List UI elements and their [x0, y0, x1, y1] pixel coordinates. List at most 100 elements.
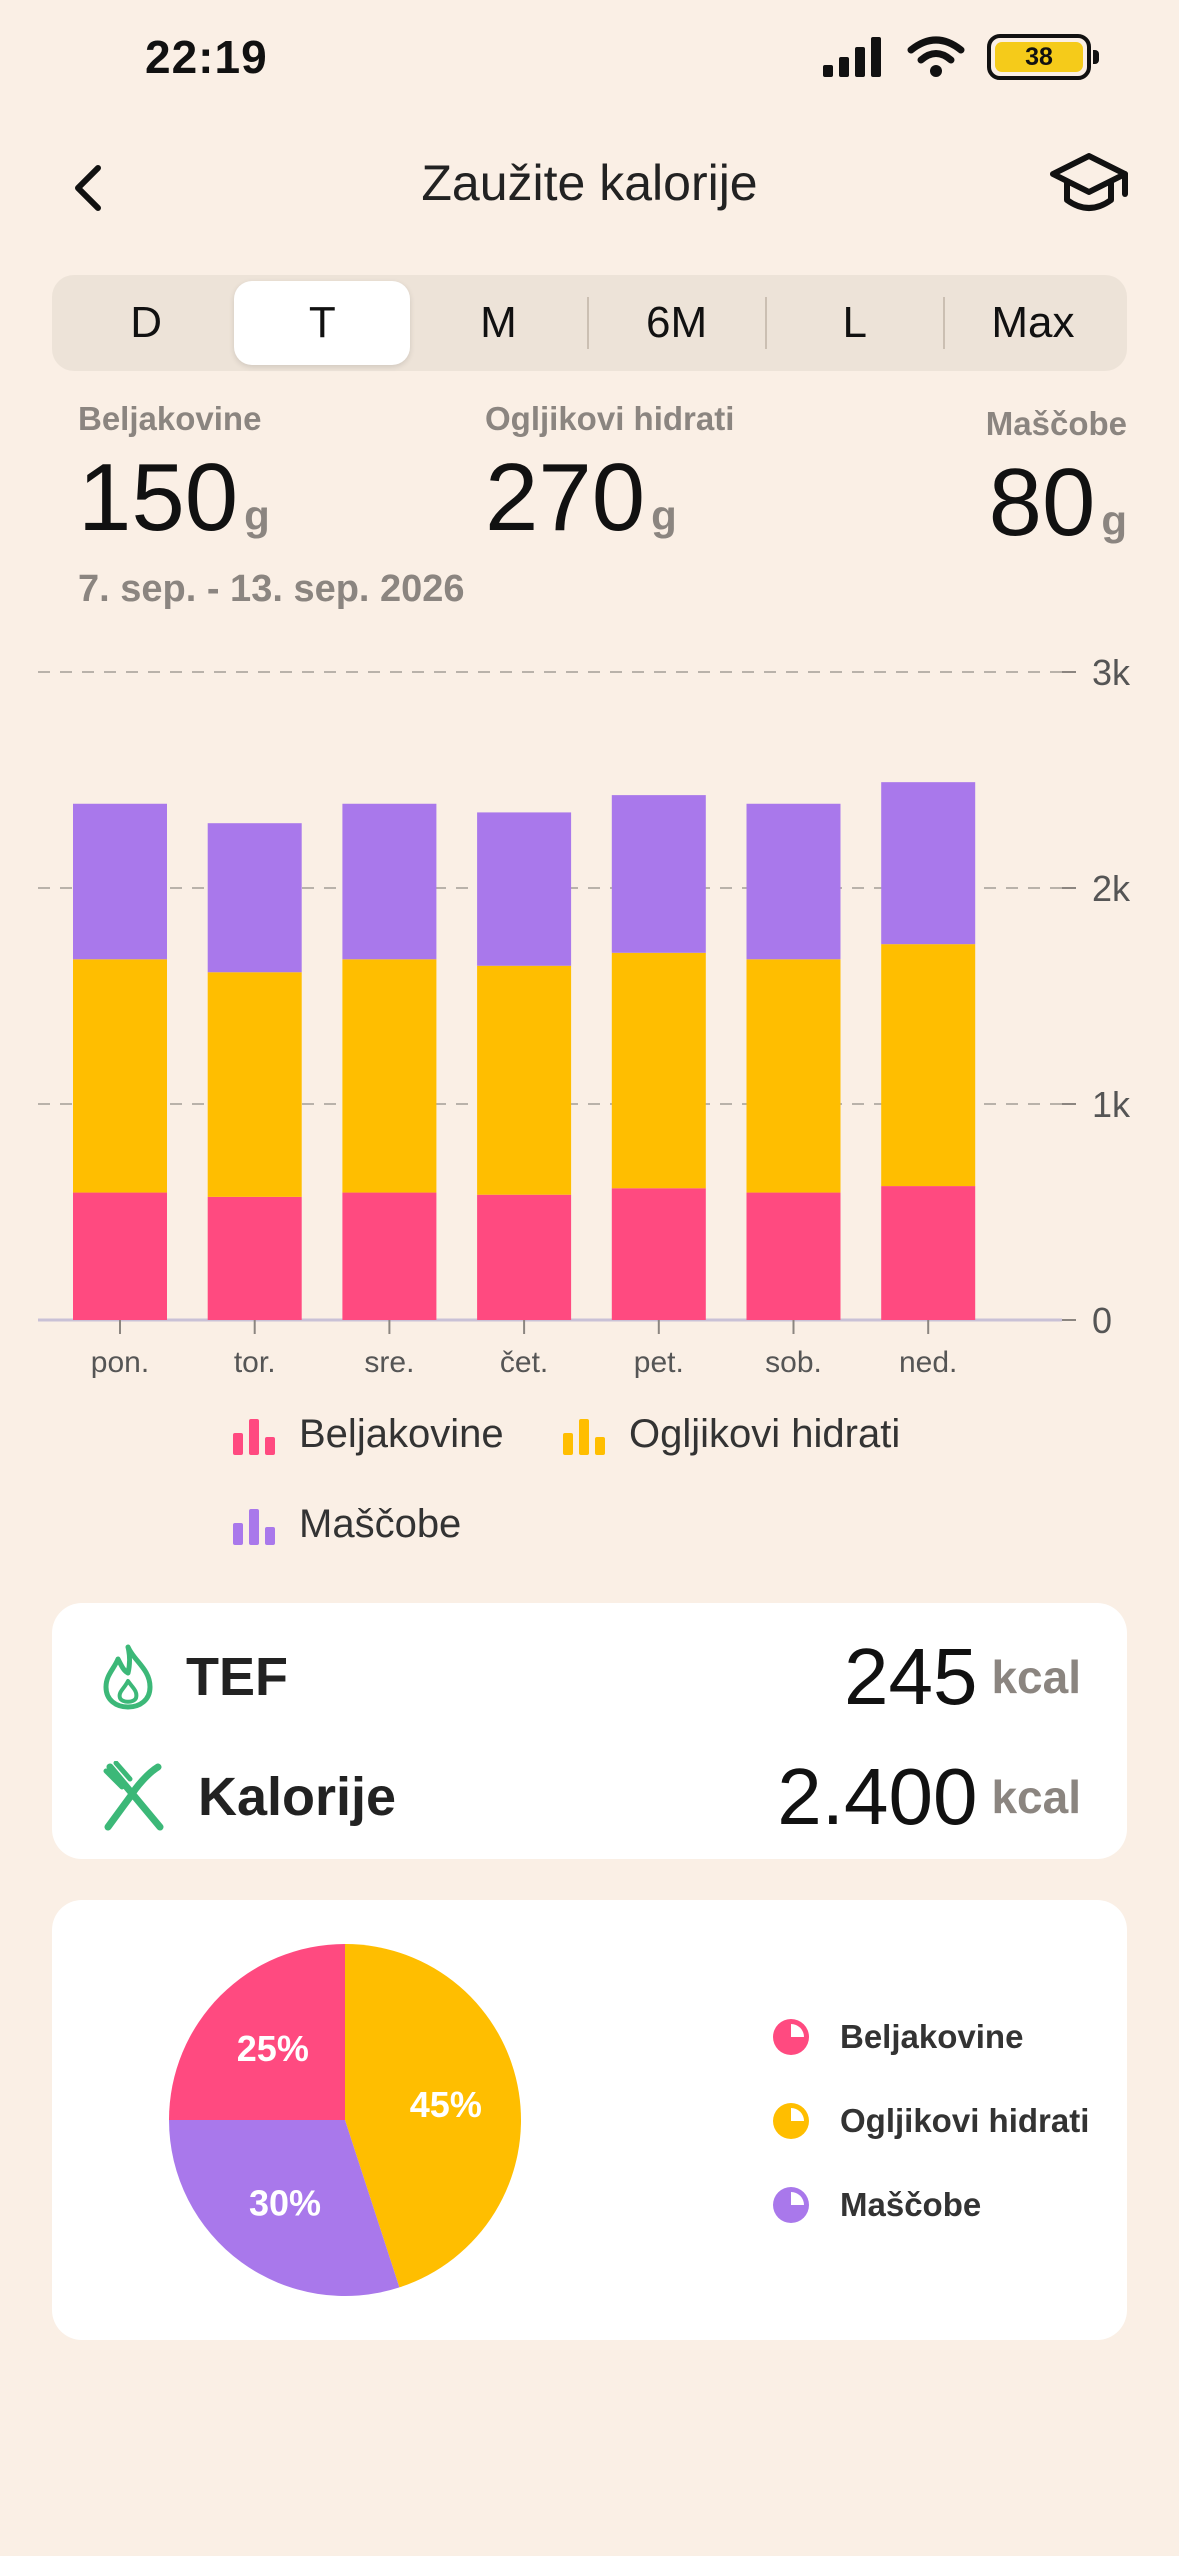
y-tick-label: 3k	[1092, 652, 1131, 693]
bar-segment-carbs	[342, 959, 437, 1193]
legend-protein-label: Beljakovine	[299, 1412, 504, 1456]
pie-legend-carbs: Ogljikovi hidrati	[772, 2102, 1089, 2140]
bar-segment-fat	[746, 803, 841, 960]
bar-segment-carbs	[73, 959, 167, 1193]
pie-legend-fat-label: Maščobe	[840, 2186, 982, 2223]
pie-legend-protein: Beljakovine	[772, 2018, 1023, 2056]
x-tick-label: pet.	[634, 1346, 684, 1379]
bar-chart-icon	[563, 1418, 605, 1455]
segment-divider	[942, 297, 945, 349]
x-tick-label: sob.	[765, 1346, 822, 1379]
battery-level: 38	[995, 42, 1083, 72]
tab-week[interactable]: T	[234, 281, 411, 365]
bar-segment-protein	[611, 1188, 706, 1320]
carbs-label: Ogljikovi hidrati	[485, 400, 735, 437]
fat-value: 80	[988, 449, 1096, 556]
legend-protein: Beljakovine	[233, 1412, 504, 1457]
status-icons: 38	[823, 34, 1099, 80]
page-title: Zaužite kalorije	[421, 155, 758, 211]
legend-fat: Maščobe	[233, 1502, 461, 1547]
bar-segment-fat	[73, 803, 167, 960]
calories-value: 2.400	[777, 1752, 978, 1841]
carbs-value: 270	[485, 444, 646, 551]
tab-year[interactable]: L	[842, 298, 868, 347]
bar-chart-svg: 0 1k 2k 3k pon. tor. sre. čet. pet. sob. ned.	[38, 652, 1131, 1379]
flame-icon	[103, 1644, 153, 1710]
y-tick-label: 2k	[1092, 868, 1131, 909]
pie-value-label: 25%	[237, 2028, 309, 2069]
date-range: 7. sep. - 13. sep. 2026	[78, 568, 465, 610]
bar-segment-protein	[207, 1196, 302, 1320]
macro-distribution-card: 45% 30% 25% Beljakovine Ogljikovi hidrati …	[52, 1900, 1127, 2340]
bar-chart-icon	[233, 1418, 275, 1455]
pie-value-label: 45%	[410, 2084, 482, 2125]
pie-slice-carbs	[345, 1944, 522, 2288]
bar-segment-carbs	[207, 972, 302, 1197]
calories-label: Kalorije	[198, 1767, 397, 1827]
carbs-unit: g	[651, 492, 677, 539]
x-tick-label: čet.	[500, 1346, 548, 1379]
bar-segment-fat	[881, 782, 976, 945]
tab-6-months[interactable]: 6M	[646, 298, 708, 347]
pie-slice-fat	[169, 2120, 400, 2296]
bar-segment-carbs	[611, 952, 706, 1189]
tef-unit: kcal	[991, 1651, 1081, 1703]
period-segmented-control: D T M 6M L Max	[52, 275, 1127, 371]
legend-carbs: Ogljikovi hidrati	[563, 1412, 900, 1457]
y-tick-label: 0	[1092, 1300, 1112, 1341]
bar-segment-fat	[477, 812, 572, 966]
tef-row: TEF 245 kcal	[100, 1631, 1081, 1723]
fat-summary: Maščobe 80 g	[986, 405, 1127, 551]
segment-divider	[586, 297, 589, 349]
legend-carbs-label: Ogljikovi hidrati	[629, 1412, 901, 1456]
pie-value-label: 30%	[249, 2183, 321, 2224]
bar-segment-protein	[73, 1192, 167, 1320]
calories-unit: kcal	[991, 1771, 1081, 1823]
wifi-icon	[907, 36, 965, 77]
chevron-left-icon	[75, 165, 101, 211]
bar-segment-fat	[611, 795, 706, 953]
protein-value: 150	[78, 444, 239, 551]
y-tick-label: 1k	[1092, 1084, 1131, 1125]
protein-unit: g	[244, 492, 270, 539]
bar-segment-fat	[207, 823, 302, 973]
x-tick-label: sre.	[364, 1346, 414, 1379]
pie-slice-icon	[773, 2019, 809, 2055]
bar-segment-carbs	[881, 944, 976, 1187]
bar-segment-fat	[342, 803, 437, 960]
x-tick-label: tor.	[234, 1346, 276, 1379]
carbs-summary: Ogljikovi hidrati 270 g	[485, 400, 734, 546]
fat-label: Maščobe	[985, 405, 1127, 442]
battery-icon: 38	[987, 34, 1099, 80]
tab-max[interactable]: Max	[991, 298, 1075, 347]
legend-fat-label: Maščobe	[299, 1502, 462, 1546]
learn-button[interactable]	[1049, 148, 1129, 220]
pie-slice-protein	[169, 1944, 345, 2120]
bar-segment-protein	[881, 1186, 976, 1320]
bar-segment-carbs	[477, 965, 572, 1195]
graduation-cap-icon	[1050, 153, 1128, 211]
signal-icon	[823, 37, 881, 77]
macro-pie-chart: 45% 30% 25%	[169, 1944, 522, 2296]
calories-row: Kalorije 2.400 kcal	[100, 1751, 1081, 1843]
bar-segment-protein	[746, 1192, 841, 1320]
tef-label: TEF	[186, 1647, 288, 1707]
x-tick-label: pon.	[91, 1346, 149, 1379]
pie-legend-protein-label: Beljakovine	[840, 2018, 1024, 2055]
tef-value: 245	[843, 1632, 978, 1721]
tab-day[interactable]: D	[130, 298, 162, 347]
bar-segment-protein	[342, 1192, 437, 1320]
status-time: 22:19	[145, 31, 268, 83]
fork-knife-icon	[103, 1761, 164, 1831]
protein-summary: Beljakovine 150 g	[78, 400, 270, 546]
x-tick-label: ned.	[899, 1346, 957, 1379]
pie-legend-carbs-label: Ogljikovi hidrati	[840, 2102, 1090, 2139]
tab-month[interactable]: M	[480, 298, 517, 347]
back-button[interactable]	[60, 160, 116, 216]
bar-segment-carbs	[746, 959, 841, 1193]
macros-bar-chart: 0 1k 2k 3k pon. tor. sre. čet. pet. sob. ned.	[0, 640, 1179, 1400]
segment-divider	[764, 297, 767, 349]
bar-segment-protein	[477, 1194, 572, 1320]
fat-unit: g	[1101, 497, 1127, 544]
energy-card: TEF 245 kcal Kalorije 2.400 kcal	[52, 1603, 1127, 1859]
